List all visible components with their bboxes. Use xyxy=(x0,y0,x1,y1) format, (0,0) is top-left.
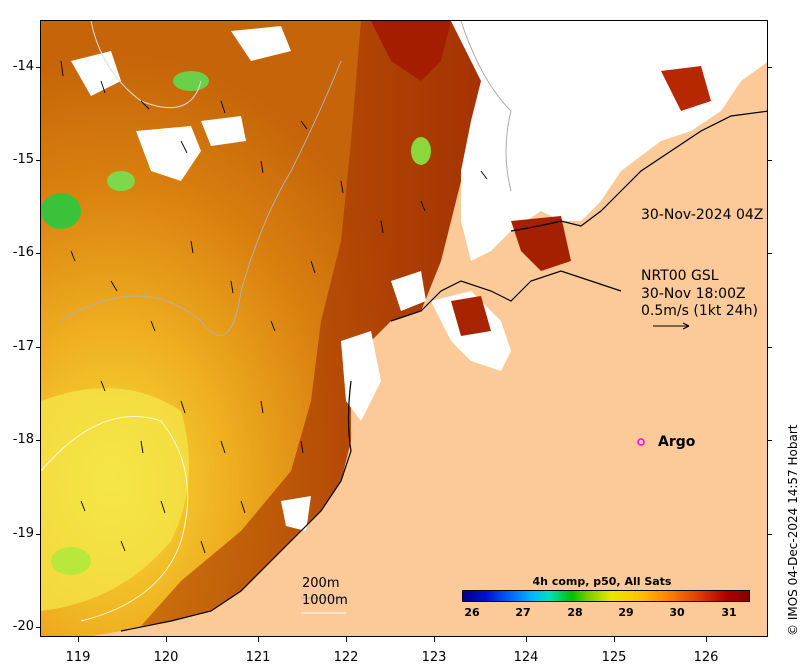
x-tick-label: 120 xyxy=(153,650,179,665)
y-tick-mark xyxy=(36,253,41,254)
sst-timestamp: 30-Nov-2024 04Z xyxy=(641,207,764,223)
green-patch xyxy=(411,137,431,165)
y-tick-mark xyxy=(36,534,41,535)
bathy-200m-label: 200m xyxy=(302,576,340,591)
credit-text: © IMOS 04-Dec-2024 14:57 Hobart xyxy=(786,424,800,636)
y-tick-label: -20 xyxy=(12,619,34,634)
x-tick-label: 122 xyxy=(333,650,359,665)
argo-marker xyxy=(637,438,645,446)
x-tick-mark xyxy=(434,637,435,642)
colorbar-label: 27 xyxy=(515,606,531,619)
y-tick-label: -19 xyxy=(12,526,34,541)
current-scale-label: 0.5m/s (1kt 24h) xyxy=(641,303,758,319)
cloud-gap xyxy=(201,116,246,146)
y-tick-mark xyxy=(767,534,772,535)
green-patch xyxy=(41,193,81,229)
colorbar-label: 26 xyxy=(464,606,480,619)
cloud-gap xyxy=(231,26,291,61)
coastline xyxy=(390,270,622,322)
x-tick-label: 125 xyxy=(601,650,627,665)
x-tick-label: 126 xyxy=(693,650,719,665)
x-tick-mark xyxy=(258,637,259,642)
warm-patch xyxy=(511,216,571,271)
x-tick-label: 124 xyxy=(513,650,539,665)
cloud-gap xyxy=(391,271,426,311)
bathy-contour xyxy=(460,21,512,192)
current-vectors xyxy=(60,60,488,554)
y-tick-mark xyxy=(36,160,41,161)
cloud-gap xyxy=(71,51,121,96)
colorbar-label: 31 xyxy=(721,606,737,619)
colorbar-label: 28 xyxy=(567,606,583,619)
coastline xyxy=(120,380,352,632)
y-tick-label: -16 xyxy=(12,245,34,260)
colorbar-label: 30 xyxy=(669,606,685,619)
y-tick-mark xyxy=(36,627,41,628)
map-panel xyxy=(40,20,768,637)
x-tick-mark xyxy=(706,637,707,642)
y-tick-label: -14 xyxy=(12,59,34,74)
current-time-label: 30-Nov 18:00Z xyxy=(641,286,746,302)
y-tick-label: -18 xyxy=(12,432,34,447)
warm-patch xyxy=(661,66,711,111)
colorbar xyxy=(462,590,750,602)
y-tick-mark xyxy=(767,67,772,68)
x-tick-label: 123 xyxy=(421,650,447,665)
y-tick-label: -15 xyxy=(12,152,34,167)
y-tick-mark xyxy=(767,440,772,441)
cloud-northeast xyxy=(451,21,767,261)
x-tick-mark xyxy=(346,637,347,642)
y-tick-mark xyxy=(36,440,41,441)
argo-label: Argo xyxy=(658,434,696,450)
x-tick-label: 121 xyxy=(245,650,271,665)
x-tick-mark xyxy=(166,637,167,642)
green-patch xyxy=(107,171,135,191)
y-tick-mark xyxy=(767,160,772,161)
x-tick-mark xyxy=(614,637,615,642)
y-tick-mark xyxy=(767,253,772,254)
y-tick-label: -17 xyxy=(12,339,34,354)
colorbar-label: 29 xyxy=(618,606,634,619)
cloud-gap xyxy=(281,496,311,531)
warm-patch xyxy=(451,296,491,336)
warm-patch xyxy=(371,21,451,81)
y-tick-mark xyxy=(36,347,41,348)
bathy-1000m-label: 1000m xyxy=(302,593,348,608)
bathy-1000m xyxy=(41,416,189,622)
bathy-200m xyxy=(60,60,342,336)
green-patch xyxy=(173,71,209,91)
x-tick-label: 119 xyxy=(65,650,91,665)
green-patch xyxy=(51,547,91,575)
x-tick-mark xyxy=(78,637,79,642)
sst-map xyxy=(41,21,767,636)
y-tick-mark xyxy=(767,347,772,348)
cloud-coast xyxy=(341,331,381,421)
y-tick-mark xyxy=(36,67,41,68)
coastline xyxy=(510,110,767,232)
coastal-warm-band xyxy=(141,21,511,626)
current-model-label: NRT00 GSL xyxy=(641,268,719,284)
x-tick-mark xyxy=(526,637,527,642)
colorbar-title: 4h comp, p50, All Sats xyxy=(532,575,672,588)
cloud-gap xyxy=(136,126,201,181)
scale-arrowhead xyxy=(682,322,690,330)
